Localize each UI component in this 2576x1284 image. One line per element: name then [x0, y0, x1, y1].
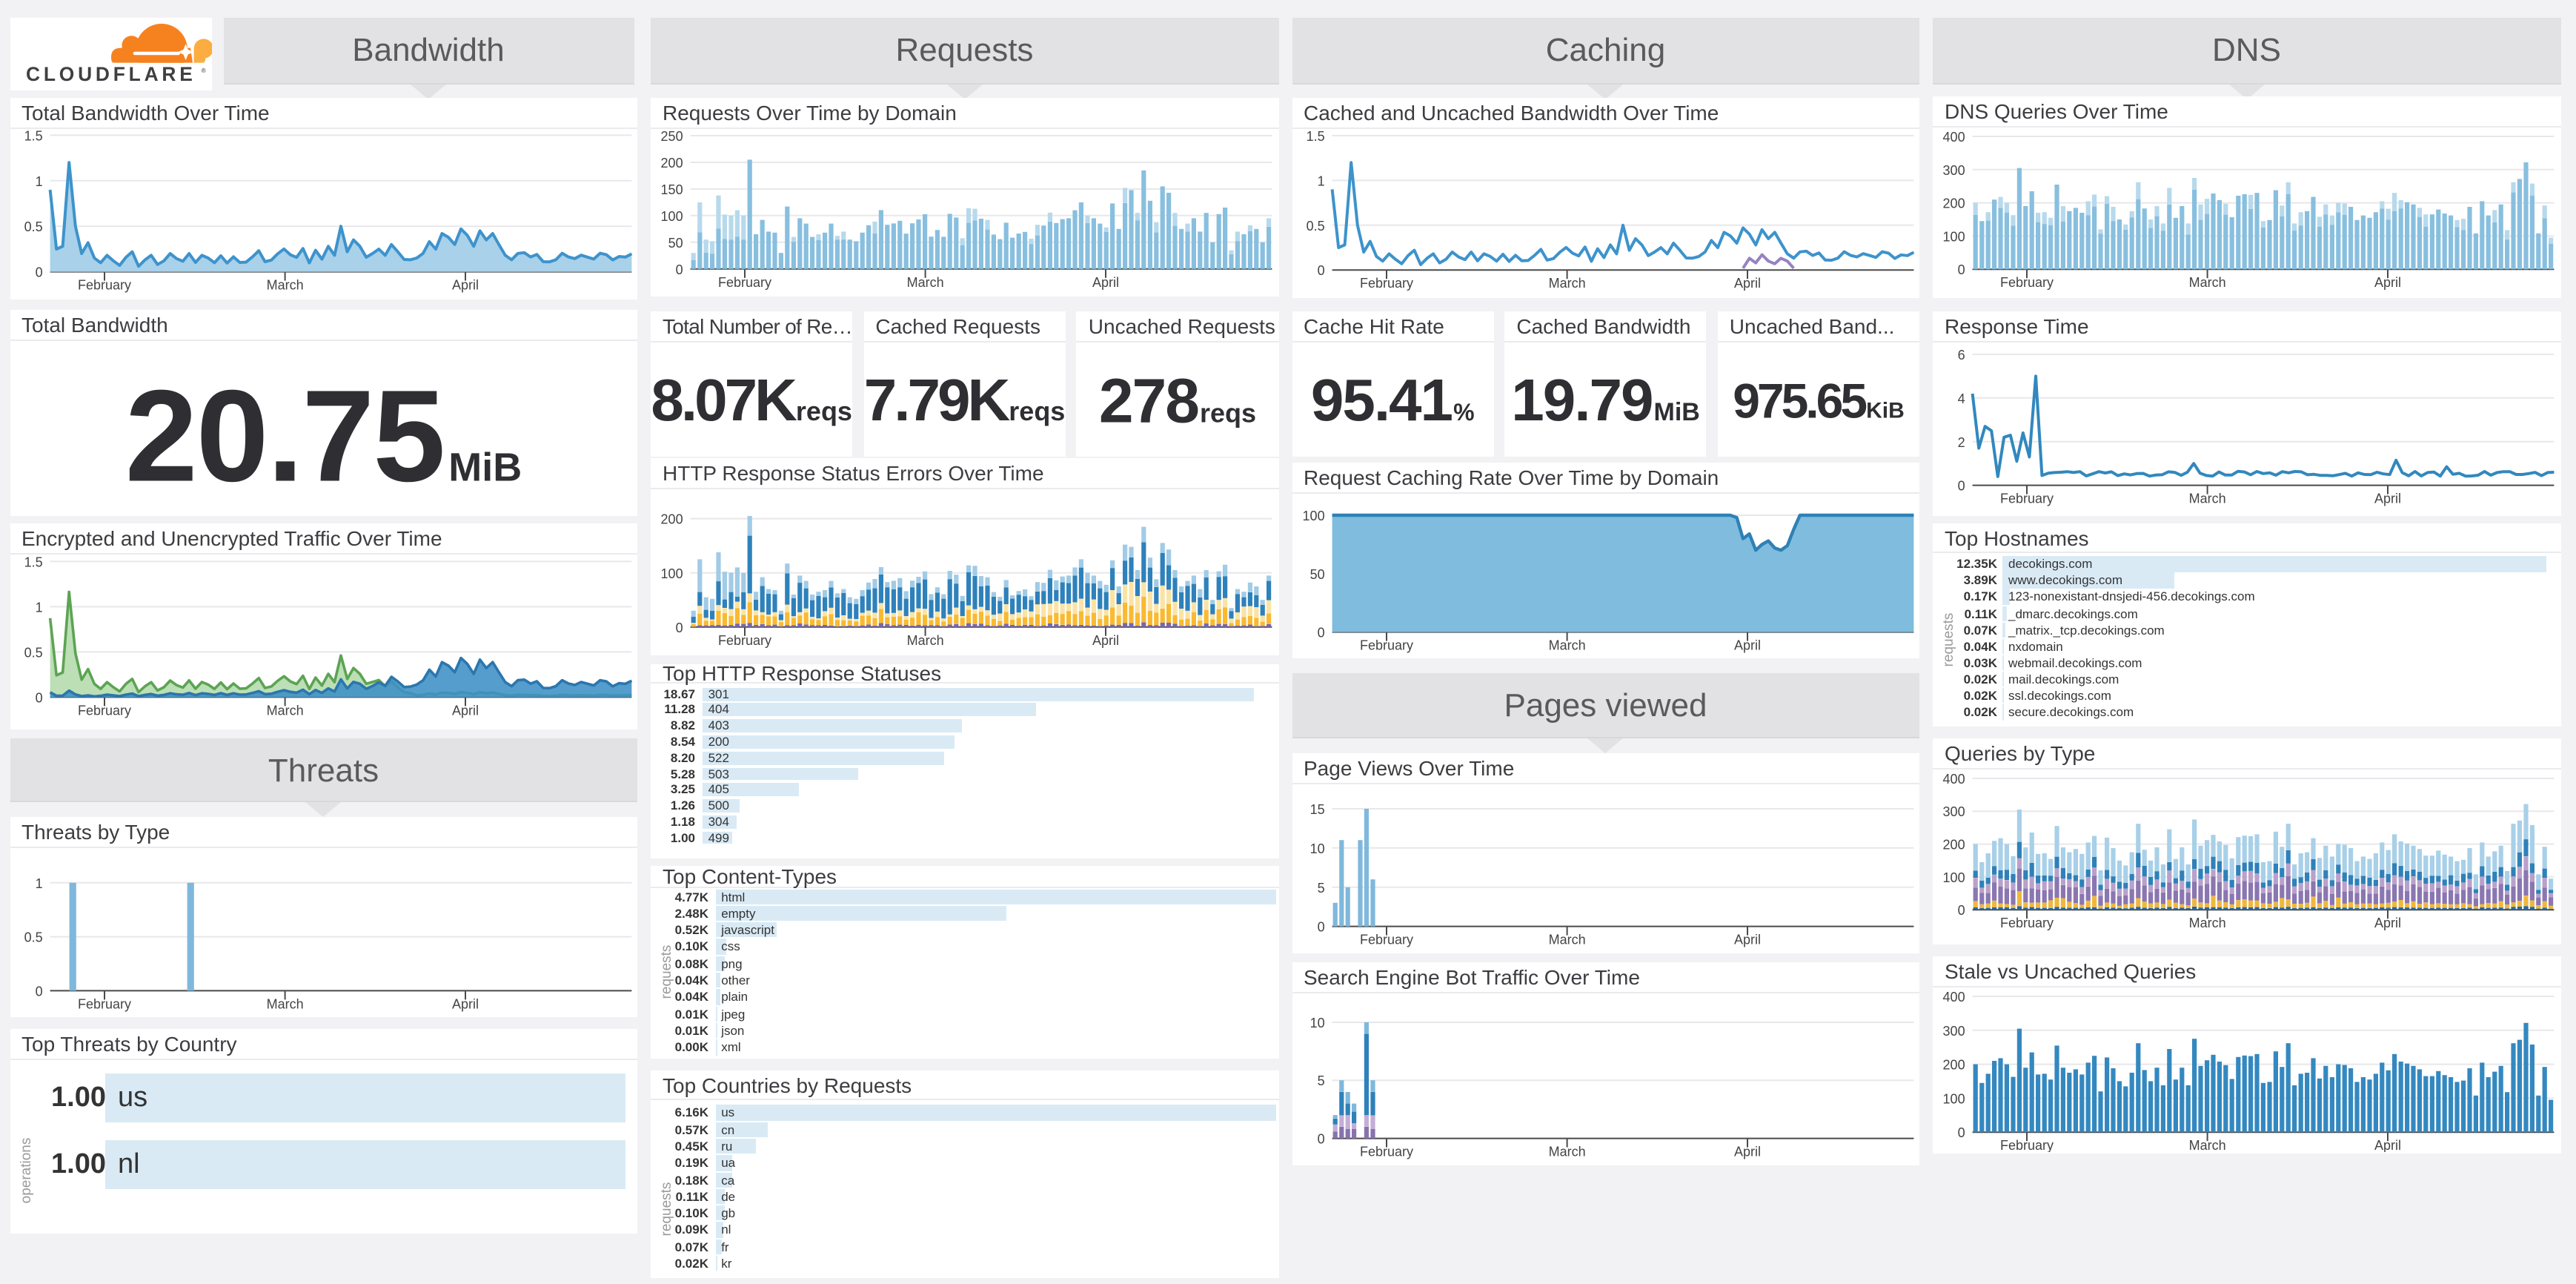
svg-text:February: February	[718, 632, 771, 647]
svg-text:1: 1	[35, 174, 42, 189]
svg-text:March: March	[1548, 277, 1585, 291]
svg-text:300: 300	[1943, 164, 1965, 179]
svg-text:2: 2	[1958, 435, 1965, 450]
svg-text:0: 0	[1958, 479, 1965, 494]
svg-text:February: February	[2000, 1138, 2054, 1151]
svg-text:4: 4	[1958, 391, 1965, 406]
svg-text:March: March	[266, 997, 303, 1012]
svg-text:April: April	[1733, 1145, 1760, 1159]
svg-text:300: 300	[1943, 804, 1965, 819]
svg-text:100: 100	[1943, 230, 1965, 245]
svg-text:250: 250	[661, 130, 683, 145]
svg-text:100: 100	[1943, 870, 1965, 885]
svg-text:0: 0	[1317, 264, 1324, 279]
svg-text:February: February	[1359, 932, 1413, 947]
svg-text:April: April	[1733, 932, 1760, 947]
svg-text:0: 0	[1317, 1132, 1324, 1147]
svg-text:5: 5	[1317, 880, 1324, 895]
svg-text:April: April	[451, 704, 478, 718]
svg-text:0: 0	[1958, 263, 1965, 278]
svg-text:200: 200	[661, 512, 683, 526]
svg-text:400: 400	[1943, 130, 1965, 145]
svg-text:0: 0	[35, 984, 42, 999]
svg-text:April: April	[2374, 276, 2401, 291]
svg-text:0: 0	[1958, 1125, 1965, 1140]
svg-text:100: 100	[1943, 1091, 1965, 1106]
svg-text:5: 5	[1317, 1073, 1324, 1088]
svg-text:0: 0	[676, 620, 683, 635]
svg-text:100: 100	[661, 209, 683, 224]
svg-text:April: April	[1733, 277, 1760, 291]
svg-text:April: April	[2374, 916, 2401, 930]
svg-text:March: March	[907, 632, 944, 647]
svg-text:0: 0	[676, 262, 683, 277]
svg-text:February: February	[2000, 276, 2054, 291]
svg-text:0.5: 0.5	[1306, 219, 1324, 234]
svg-text:10: 10	[1309, 841, 1324, 856]
svg-text:April: April	[1092, 632, 1119, 647]
svg-text:0: 0	[1317, 626, 1324, 641]
svg-text:300: 300	[1943, 1024, 1965, 1039]
svg-text:0: 0	[35, 265, 42, 280]
svg-text:March: March	[2189, 916, 2226, 930]
svg-text:50: 50	[1309, 567, 1324, 582]
svg-text:150: 150	[661, 183, 683, 198]
svg-text:1: 1	[35, 877, 42, 892]
svg-text:April: April	[1092, 275, 1119, 290]
svg-text:1.5: 1.5	[1306, 130, 1324, 145]
svg-text:March: March	[907, 275, 944, 290]
svg-text:1.5: 1.5	[24, 555, 42, 570]
svg-text:10: 10	[1309, 1016, 1324, 1030]
svg-text:February: February	[1359, 638, 1413, 653]
svg-text:March: March	[2189, 492, 2226, 506]
svg-text:April: April	[451, 278, 478, 293]
svg-text:March: March	[1548, 932, 1585, 947]
svg-text:0.5: 0.5	[24, 930, 42, 945]
svg-text:0.5: 0.5	[24, 220, 42, 235]
svg-text:0.5: 0.5	[24, 646, 42, 661]
svg-text:®: ®	[201, 66, 206, 73]
svg-text:February: February	[1359, 277, 1413, 291]
svg-text:1: 1	[35, 600, 42, 615]
svg-text:400: 400	[1943, 990, 1965, 1005]
svg-text:April: April	[451, 997, 478, 1012]
svg-text:200: 200	[1943, 1058, 1965, 1073]
svg-text:March: March	[2189, 1138, 2226, 1151]
svg-text:March: March	[1548, 1145, 1585, 1159]
svg-text:February: February	[77, 704, 130, 718]
svg-text:200: 200	[1943, 838, 1965, 853]
svg-text:0: 0	[35, 691, 42, 706]
svg-text:February: February	[77, 997, 130, 1012]
svg-text:0: 0	[1958, 903, 1965, 918]
svg-text:February: February	[2000, 916, 2054, 930]
svg-text:1.5: 1.5	[24, 130, 42, 144]
svg-text:February: February	[2000, 492, 2054, 506]
svg-text:100: 100	[661, 566, 683, 580]
svg-text:March: March	[2189, 276, 2226, 291]
svg-text:March: March	[1548, 638, 1585, 653]
svg-text:6: 6	[1958, 348, 1965, 363]
svg-text:100: 100	[1302, 509, 1324, 523]
svg-text:April: April	[1733, 638, 1760, 653]
svg-text:April: April	[2374, 492, 2401, 506]
svg-text:April: April	[2374, 1138, 2401, 1151]
svg-text:February: February	[1359, 1145, 1413, 1159]
svg-text:March: March	[266, 704, 303, 718]
svg-text:March: March	[266, 278, 303, 293]
svg-text:February: February	[718, 275, 771, 290]
svg-text:200: 200	[661, 156, 683, 171]
svg-text:CLOUDFLARE: CLOUDFLARE	[25, 62, 196, 85]
svg-text:400: 400	[1943, 772, 1965, 787]
svg-text:15: 15	[1309, 801, 1324, 816]
svg-text:February: February	[77, 278, 130, 293]
svg-text:0: 0	[1317, 919, 1324, 934]
svg-text:200: 200	[1943, 196, 1965, 211]
svg-text:1: 1	[1317, 174, 1324, 189]
svg-text:50: 50	[668, 236, 683, 251]
